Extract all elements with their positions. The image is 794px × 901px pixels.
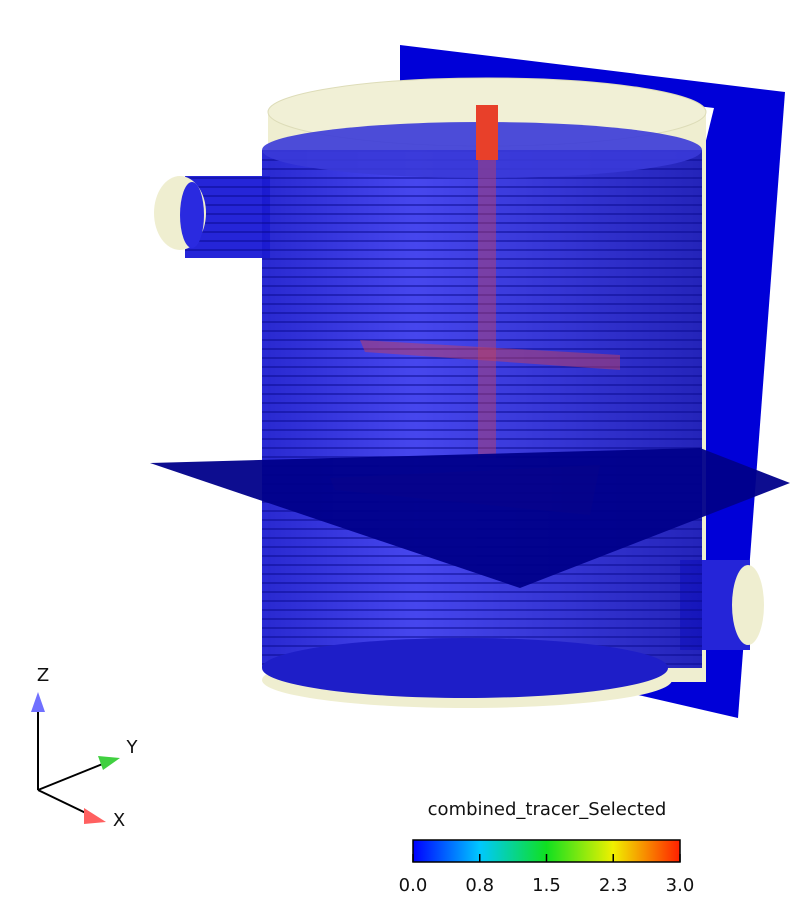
- z-arrow: [31, 692, 45, 712]
- x-arrow: [84, 808, 106, 824]
- left-pipe-end: [180, 182, 204, 248]
- y-arrow: [98, 756, 120, 770]
- colorbar-tick-label: 2.3: [599, 875, 628, 896]
- colorbar-tick-label: 1.5: [532, 875, 561, 896]
- render-view: Z Y X combined_tracer_Selected 0.0 0.8 1.5…: [0, 0, 794, 901]
- colorbar: combined_tracer_Selected 0.0 0.8 1.5 2.3 3.0: [399, 799, 695, 896]
- shaft: [478, 160, 496, 460]
- y-label: Y: [126, 737, 139, 758]
- colorbar-tick-label: 3.0: [666, 875, 695, 896]
- page: Z Y X combined_tracer_Selected 0.0 0.8 1.5…: [0, 0, 794, 901]
- y-axis: [38, 763, 105, 790]
- z-label: Z: [37, 665, 49, 686]
- x-label: X: [113, 810, 125, 831]
- x-axis: [38, 790, 90, 815]
- colorbar-tick-label: 0.0: [399, 875, 428, 896]
- right-pipe-cap: [732, 565, 764, 645]
- colorbar-tick-label: 0.8: [465, 875, 494, 896]
- shaft-top: [476, 105, 498, 160]
- axes-triad: Z Y X: [31, 665, 139, 831]
- colorbar-title: combined_tracer_Selected: [428, 799, 667, 820]
- inner-cylinder-bottom: [262, 638, 668, 698]
- scene: [150, 45, 790, 718]
